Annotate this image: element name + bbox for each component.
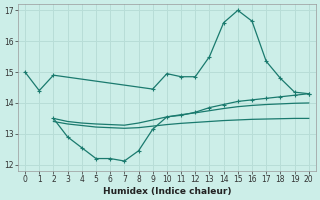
X-axis label: Humidex (Indice chaleur): Humidex (Indice chaleur) [103,187,231,196]
